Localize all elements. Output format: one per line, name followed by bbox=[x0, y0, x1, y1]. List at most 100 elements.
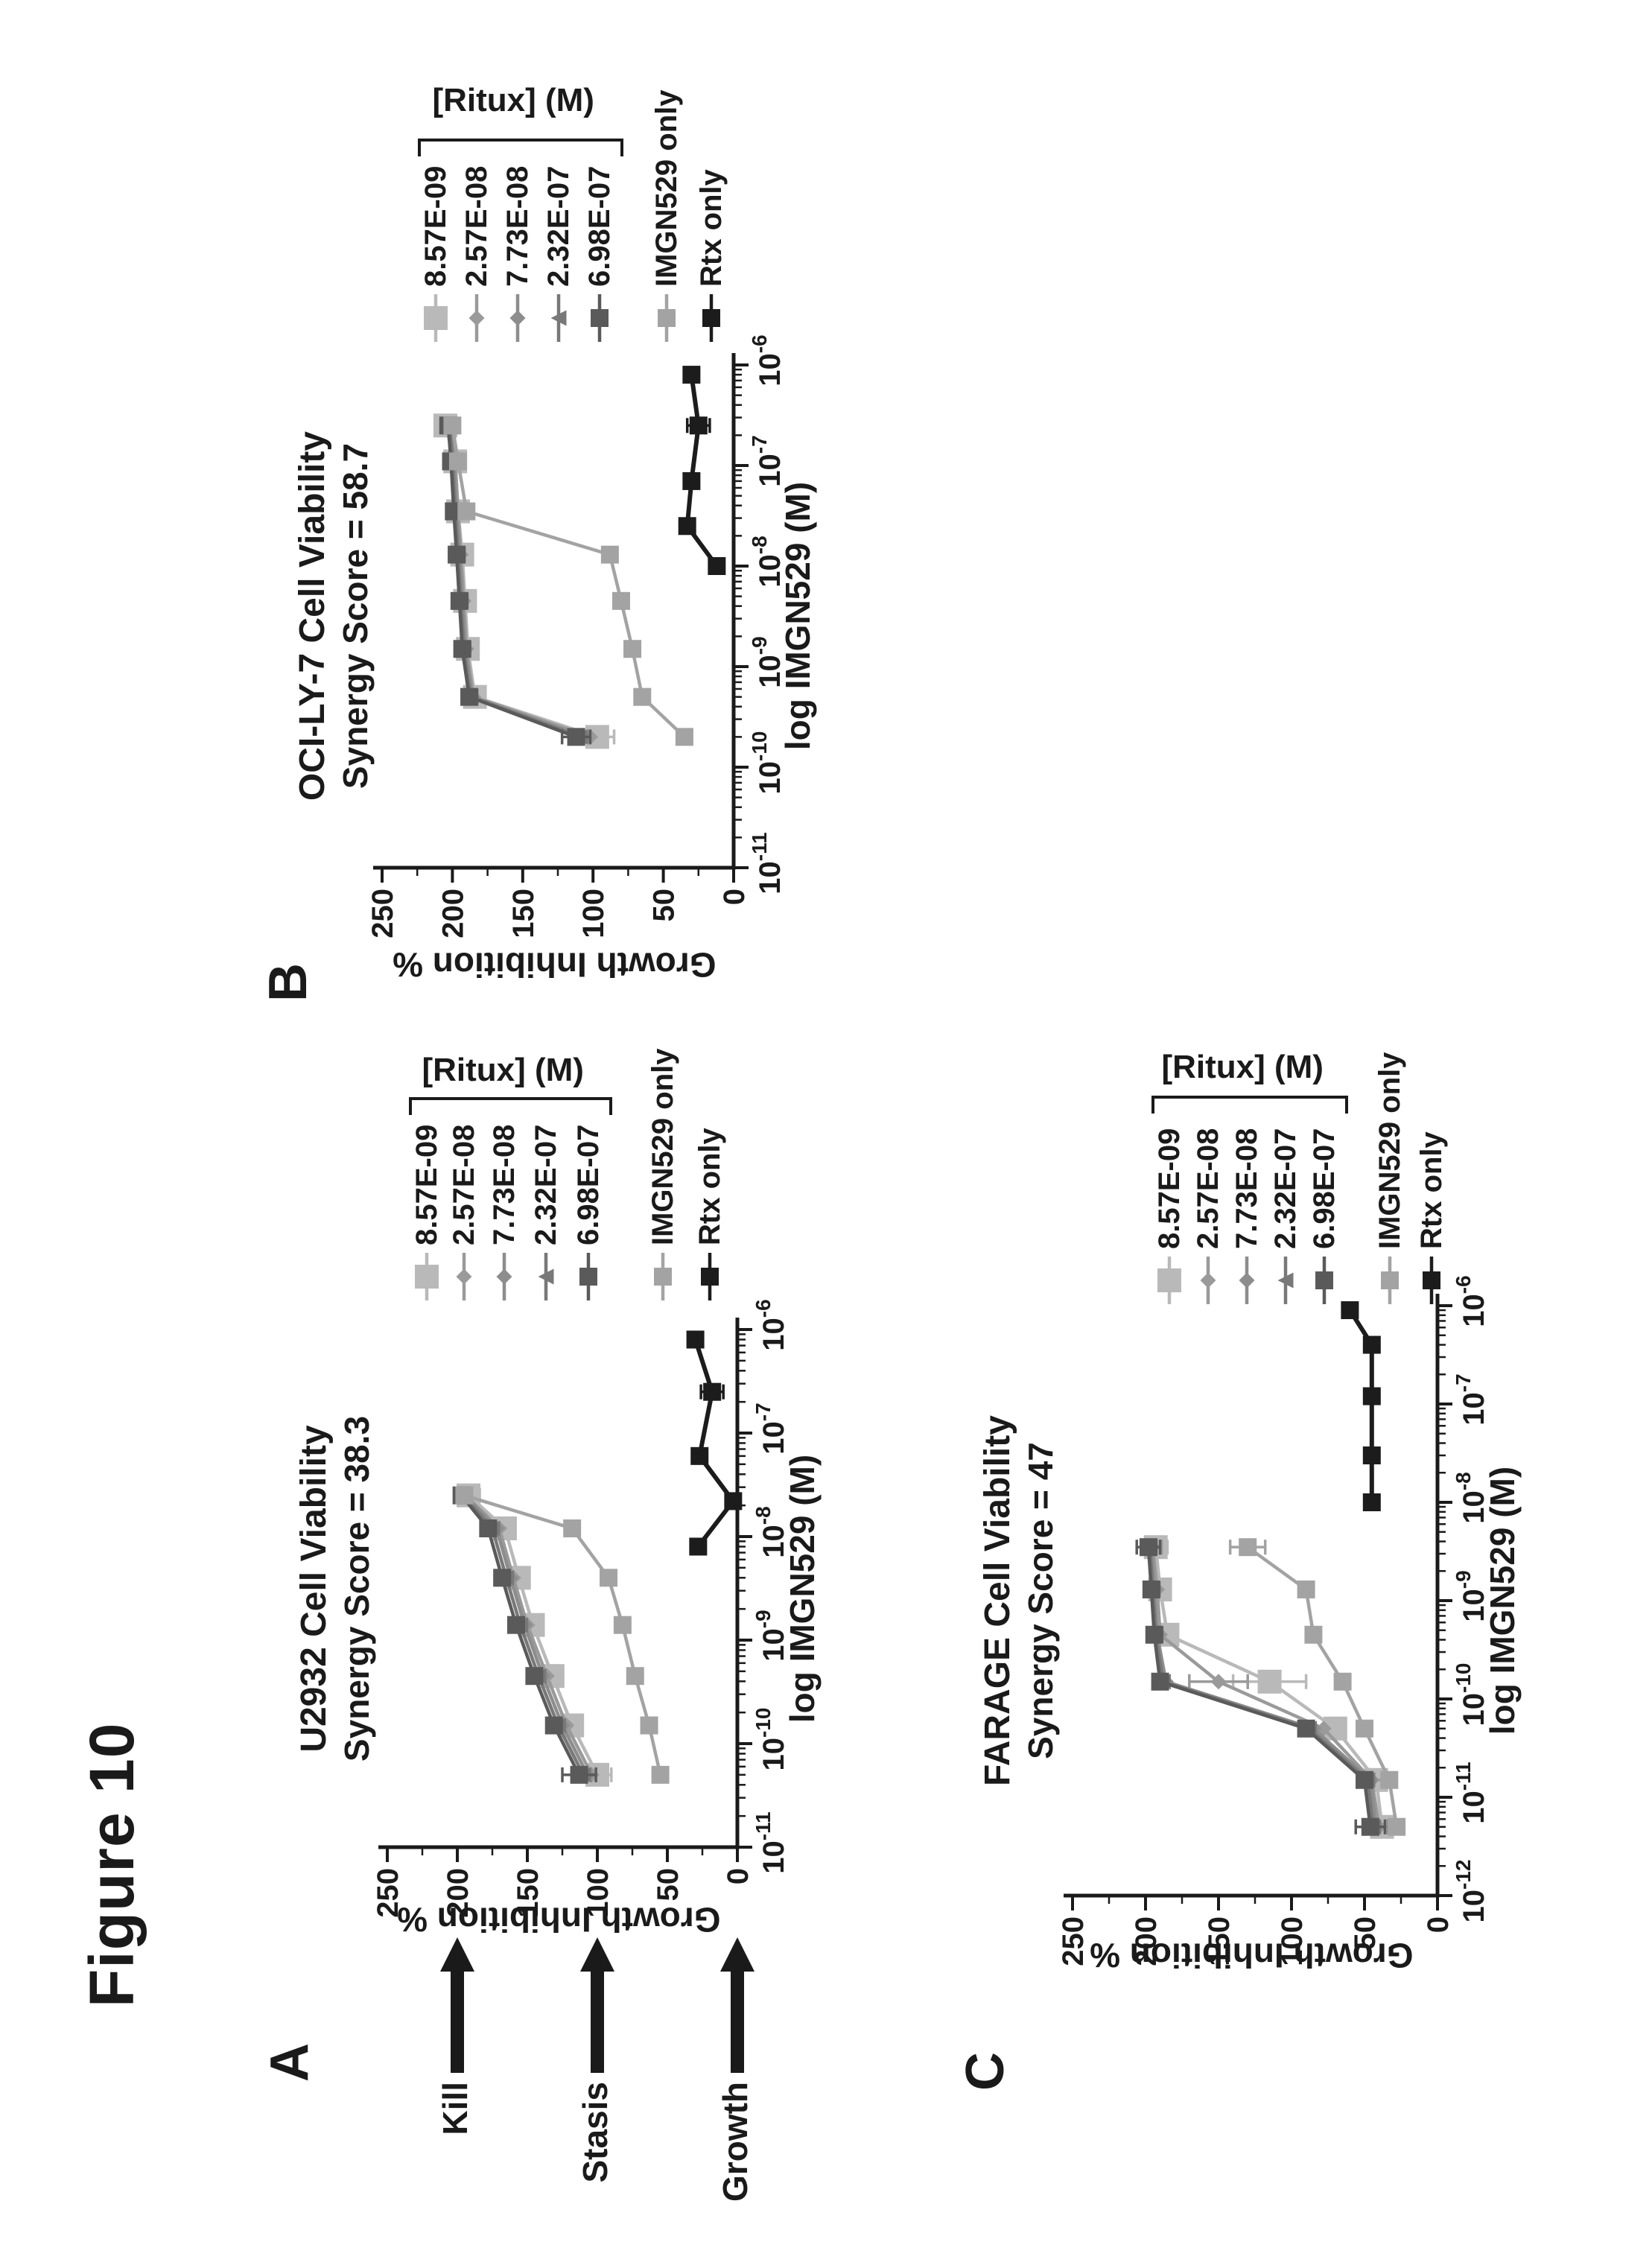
legend-marker-shape bbox=[1200, 1272, 1216, 1289]
x-tick-label: 10-9 bbox=[748, 636, 787, 687]
data-point-6-98e-07 bbox=[567, 728, 585, 746]
legend-marker-icon bbox=[702, 294, 720, 342]
legend-marker-shape bbox=[538, 1268, 554, 1285]
data-point-imgn529-only bbox=[448, 452, 467, 471]
data-point-imgn529-only bbox=[611, 591, 630, 610]
data-point-6-98e-07 bbox=[525, 1667, 544, 1686]
legend-entry-7-73e-08: 7.73E-08 bbox=[498, 166, 537, 342]
x-tick-label: 10-10 bbox=[752, 1708, 790, 1771]
legend-marker-shape bbox=[1277, 1272, 1294, 1289]
legend-marker-icon bbox=[1315, 1257, 1333, 1304]
x-tick-label: 10-12 bbox=[1452, 1860, 1490, 1923]
legend-entry-2-57e-08: 2.57E-08 bbox=[1189, 1128, 1227, 1304]
x-tick-label: 10-10 bbox=[748, 731, 787, 795]
legend-marker-icon bbox=[538, 1253, 554, 1300]
legend-marker-icon bbox=[496, 1253, 512, 1300]
data-point-rtx-only bbox=[724, 1492, 743, 1511]
panel-a-chart: 10-11 10-10 10-9 10-8 10-7 10-6 0 50 100 150 200 25… bbox=[372, 1299, 790, 1917]
y-tick-label: 0 bbox=[718, 889, 751, 905]
legend-marker-icon bbox=[1423, 1257, 1440, 1304]
legend-entry-imgn529-only: IMGN529 only bbox=[647, 89, 686, 342]
data-point-rtx-only bbox=[1341, 1301, 1359, 1320]
x-tick-label: 10-11 bbox=[1452, 1762, 1490, 1823]
legend-marker-icon bbox=[654, 1253, 672, 1300]
legend-entry-label: 7.73E-08 bbox=[1230, 1128, 1263, 1249]
legend-entry-imgn529-only: IMGN529 only bbox=[644, 1048, 682, 1300]
legend-marker-icon bbox=[579, 1253, 597, 1300]
x-tick-label: 10-9 bbox=[1452, 1570, 1490, 1621]
legend-marker-icon bbox=[550, 294, 567, 342]
y-tick-label: 100 bbox=[577, 889, 610, 938]
legend-entry-2-57e-08: 2.57E-08 bbox=[457, 166, 496, 342]
data-point-rtx-only bbox=[708, 557, 726, 575]
legend-entry-2-32e-07: 2.32E-07 bbox=[539, 166, 578, 342]
legend-entry-label: Rtx only bbox=[1414, 1131, 1448, 1249]
data-point-6-98e-07 bbox=[506, 1616, 525, 1634]
data-point-6-98e-07 bbox=[544, 1716, 563, 1735]
y-tick-label: 200 bbox=[1130, 1916, 1163, 1966]
data-point-rtx-only bbox=[1362, 1493, 1381, 1511]
data-point-rtx-only bbox=[703, 1382, 722, 1401]
legend-marker-shape bbox=[1315, 1271, 1333, 1289]
x-tick-label: 10-11 bbox=[748, 832, 787, 894]
data-point-imgn529-only bbox=[1304, 1625, 1323, 1644]
legend-marker-icon bbox=[591, 294, 609, 342]
legend-marker-shape bbox=[1157, 1268, 1181, 1292]
data-point-imgn529-only bbox=[623, 640, 642, 658]
data-point-rtx-only bbox=[678, 517, 696, 536]
y-tick-label: 250 bbox=[372, 1868, 404, 1918]
data-point-rtx-only bbox=[686, 1330, 705, 1349]
legend-marker-shape bbox=[1423, 1271, 1440, 1289]
data-point-rtx-only bbox=[690, 1446, 709, 1465]
legend-marker-shape bbox=[468, 310, 485, 326]
y-tick-label: 50 bbox=[648, 889, 681, 922]
data-point-imgn529-only bbox=[626, 1667, 644, 1686]
data-point-6-98e-07 bbox=[460, 687, 479, 706]
legend-entry-8-57e-09: 8.57E-09 bbox=[407, 1125, 446, 1300]
legend-marker-shape bbox=[496, 1268, 512, 1285]
x-tick-label: 10-8 bbox=[1452, 1472, 1490, 1523]
data-point-rtx-only bbox=[689, 416, 708, 435]
legend-entry-label: 2.57E-08 bbox=[1191, 1128, 1224, 1249]
data-point-rtx-only bbox=[1362, 1387, 1381, 1405]
legend-marker-shape bbox=[579, 1268, 597, 1286]
data-point-rtx-only bbox=[682, 471, 701, 490]
legend-marker-icon bbox=[1277, 1257, 1294, 1304]
legend-marker-shape bbox=[424, 306, 448, 330]
y-tick-label: 100 bbox=[1276, 1916, 1309, 1966]
legend-marker-shape bbox=[701, 1268, 719, 1286]
legend-entry-label: 2.32E-07 bbox=[1268, 1128, 1302, 1249]
x-tick-label: 10-8 bbox=[748, 536, 787, 587]
y-tick-label: 250 bbox=[366, 889, 399, 938]
y-tick-label: 150 bbox=[1203, 1916, 1236, 1966]
legend-entry-6-98e-07: 6.98E-07 bbox=[580, 166, 619, 342]
legend-entry-label: 6.98E-07 bbox=[1307, 1128, 1341, 1249]
legend-entry-6-98e-07: 6.98E-07 bbox=[569, 1125, 608, 1300]
panel-c-chart: 10-12 10-11 10-10 10-9 10-8 10-7 10-6 0 50 100 150… bbox=[1057, 1275, 1490, 1966]
data-point-6-98e-07 bbox=[1361, 1817, 1379, 1836]
legend-marker-shape bbox=[1381, 1271, 1399, 1289]
x-tick-label: 10-8 bbox=[752, 1506, 790, 1557]
data-point-imgn529-only bbox=[1297, 1580, 1315, 1598]
y-tick-label: 200 bbox=[436, 889, 469, 938]
x-tick-label: 10-11 bbox=[752, 1811, 790, 1873]
legend-entry-2-57e-08: 2.57E-08 bbox=[445, 1125, 483, 1300]
data-point-imgn529-only bbox=[600, 1569, 618, 1587]
x-tick-label: 10-9 bbox=[752, 1610, 790, 1661]
y-tick-label: 50 bbox=[652, 1868, 684, 1902]
data-point-rtx-only bbox=[689, 1537, 708, 1556]
legend-entry-2-32e-07: 2.32E-07 bbox=[527, 1125, 565, 1300]
data-point-6-98e-07 bbox=[1145, 1625, 1163, 1644]
legend-marker-shape bbox=[702, 309, 720, 327]
legend-marker-icon bbox=[424, 294, 448, 342]
legend-entry-7-73e-08: 7.73E-08 bbox=[485, 1125, 524, 1300]
legend-marker-icon bbox=[701, 1253, 719, 1300]
data-point-imgn529-only bbox=[675, 728, 693, 746]
legend-entry-label: 8.57E-09 bbox=[1152, 1128, 1186, 1249]
x-tick-label: 10-7 bbox=[752, 1403, 790, 1454]
legend-entry-8-57e-09: 8.57E-09 bbox=[416, 166, 455, 342]
data-point-6-98e-07 bbox=[493, 1569, 512, 1587]
